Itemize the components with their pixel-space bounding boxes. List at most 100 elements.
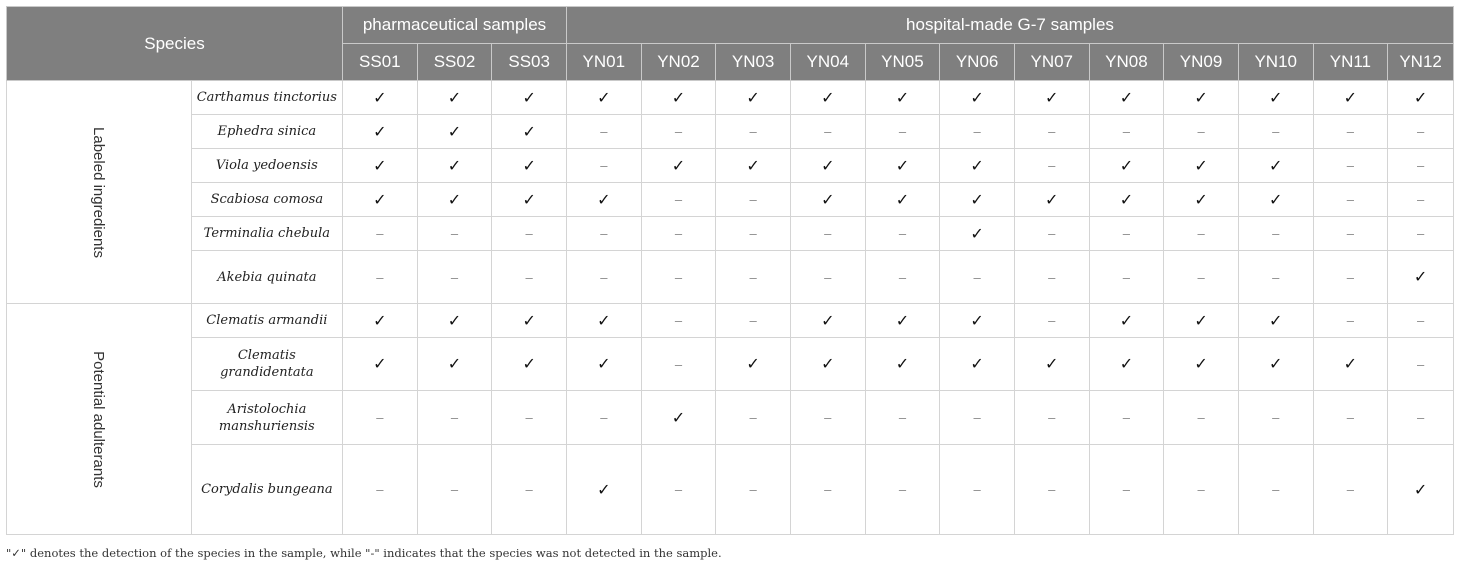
detected-mark: ✓ <box>1387 250 1454 304</box>
sample-header-yn02: YN02 <box>640 43 717 81</box>
detected-mark: ✓ <box>342 80 418 115</box>
not-detected-mark: – <box>715 303 791 338</box>
not-detected-mark: – <box>1013 303 1090 338</box>
detected-mark: ✓ <box>1163 303 1239 338</box>
not-detected-mark: – <box>1312 390 1389 445</box>
detected-mark: ✓ <box>939 303 1015 338</box>
detected-mark: ✓ <box>1387 80 1454 115</box>
detected-mark: ✓ <box>1088 303 1165 338</box>
detected-mark: ✓ <box>565 337 642 391</box>
table-row: Labeled ingredients Carthamus tinctorius ✓… <box>6 80 1454 304</box>
not-detected-mark: – <box>416 444 493 535</box>
detected-mark: ✓ <box>491 337 567 391</box>
detected-mark: ✓ <box>491 80 567 115</box>
not-detected-mark: – <box>1237 114 1314 149</box>
detected-mark: ✓ <box>864 337 941 391</box>
not-detected-mark: – <box>939 390 1015 445</box>
sample-header-yn12: YN12 <box>1387 43 1454 81</box>
detected-mark: ✓ <box>565 80 642 115</box>
not-detected-mark: – <box>565 114 642 149</box>
not-detected-mark: – <box>864 444 941 535</box>
sample-header-yn11: YN11 <box>1312 43 1389 81</box>
sample-header-yn03: YN03 <box>715 43 791 81</box>
not-detected-mark: – <box>491 250 567 304</box>
not-detected-mark: – <box>1013 148 1090 183</box>
detected-mark: ✓ <box>789 80 866 115</box>
not-detected-mark: – <box>715 250 791 304</box>
table-row: Corydalis bungeana – – – ✓ – – – – – – – – – – ✓ <box>7 444 1454 535</box>
not-detected-mark: – <box>342 444 418 535</box>
sample-header-yn04: YN04 <box>789 43 866 81</box>
table-row: Viola yedoensis ✓ ✓ ✓ – ✓ ✓ ✓ ✓ ✓ – ✓ ✓ ✓ – – <box>7 148 1454 183</box>
detected-mark: ✓ <box>939 148 1015 183</box>
species-name: Viola yedoensis <box>190 148 344 183</box>
table-row: Terminalia chebula – – – – – – – – ✓ – – – – – – <box>7 216 1454 251</box>
sample-header-yn09: YN09 <box>1163 43 1239 81</box>
species-name: Aristolochia manshuriensis <box>190 390 344 445</box>
group-label-cell: Labeled ingredients <box>6 80 192 304</box>
not-detected-mark: – <box>1312 148 1389 183</box>
detected-mark: ✓ <box>1237 148 1314 183</box>
group-label: Labeled ingredients <box>90 126 108 258</box>
detected-mark: ✓ <box>491 182 567 217</box>
species-name: Scabiosa comosa <box>190 182 344 217</box>
detected-mark: ✓ <box>939 337 1015 391</box>
not-detected-mark: – <box>565 250 642 304</box>
detected-mark: ✓ <box>939 216 1015 251</box>
detected-mark: ✓ <box>1237 337 1314 391</box>
pharmaceutical-samples-header: pharmaceutical samples <box>342 6 567 44</box>
not-detected-mark: – <box>565 390 642 445</box>
detected-mark: ✓ <box>1088 337 1165 391</box>
not-detected-mark: – <box>640 337 717 391</box>
detected-mark: ✓ <box>789 182 866 217</box>
detected-mark: ✓ <box>1013 337 1090 391</box>
detected-mark: ✓ <box>864 182 941 217</box>
detected-mark: ✓ <box>342 114 418 149</box>
not-detected-mark: – <box>1387 114 1454 149</box>
detected-mark: ✓ <box>939 80 1015 115</box>
not-detected-mark: – <box>342 216 418 251</box>
sample-header-ss02: SS02 <box>416 43 493 81</box>
not-detected-mark: – <box>640 114 717 149</box>
not-detected-mark: – <box>1013 216 1090 251</box>
detected-mark: ✓ <box>491 303 567 338</box>
detected-mark: ✓ <box>1163 80 1239 115</box>
species-name: Terminalia chebula <box>190 216 344 251</box>
detected-mark: ✓ <box>939 182 1015 217</box>
not-detected-mark: – <box>1387 337 1454 391</box>
table-row: Ephedra sinica ✓ ✓ ✓ – – – – – – – – – – – – <box>7 114 1454 149</box>
table-row: Clematis grandidentata ✓ ✓ ✓ ✓ – ✓ ✓ ✓ ✓ ✓ ✓ ✓ ✓ ✓ – <box>7 337 1454 391</box>
not-detected-mark: – <box>1237 216 1314 251</box>
not-detected-mark: – <box>1163 216 1239 251</box>
not-detected-mark: – <box>789 444 866 535</box>
table-row: Akebia quinata – – – – – – – – – – – – – – ✓ <box>7 250 1454 304</box>
not-detected-mark: – <box>640 444 717 535</box>
detected-mark: ✓ <box>416 148 493 183</box>
not-detected-mark: – <box>864 250 941 304</box>
detected-mark: ✓ <box>342 148 418 183</box>
not-detected-mark: – <box>1088 390 1165 445</box>
table-row: Scabiosa comosa ✓ ✓ ✓ ✓ – – ✓ ✓ ✓ ✓ ✓ ✓ ✓ – – <box>7 182 1454 217</box>
not-detected-mark: – <box>565 148 642 183</box>
species-name: Clematis grandidentata <box>190 337 344 391</box>
not-detected-mark: – <box>1163 250 1239 304</box>
not-detected-mark: – <box>1387 390 1454 445</box>
group-label-cell: Potential adulterants <box>6 303 192 535</box>
not-detected-mark: – <box>1088 250 1165 304</box>
table-body: Labeled ingredients Carthamus tinctorius ✓… <box>6 80 1454 535</box>
not-detected-mark: – <box>939 114 1015 149</box>
detected-mark: ✓ <box>1088 182 1165 217</box>
not-detected-mark: – <box>1088 216 1165 251</box>
not-detected-mark: – <box>1237 250 1314 304</box>
not-detected-mark: – <box>342 250 418 304</box>
not-detected-mark: – <box>1312 114 1389 149</box>
not-detected-mark: – <box>1387 216 1454 251</box>
not-detected-mark: – <box>565 216 642 251</box>
species-name: Clematis armandii <box>190 303 344 338</box>
not-detected-mark: – <box>864 390 941 445</box>
detected-mark: ✓ <box>1088 80 1165 115</box>
not-detected-mark: – <box>1163 390 1239 445</box>
detected-mark: ✓ <box>789 148 866 183</box>
not-detected-mark: – <box>640 216 717 251</box>
table-row: Aristolochia manshuriensis – – – – ✓ – – – – – – – – –… <box>7 390 1454 445</box>
